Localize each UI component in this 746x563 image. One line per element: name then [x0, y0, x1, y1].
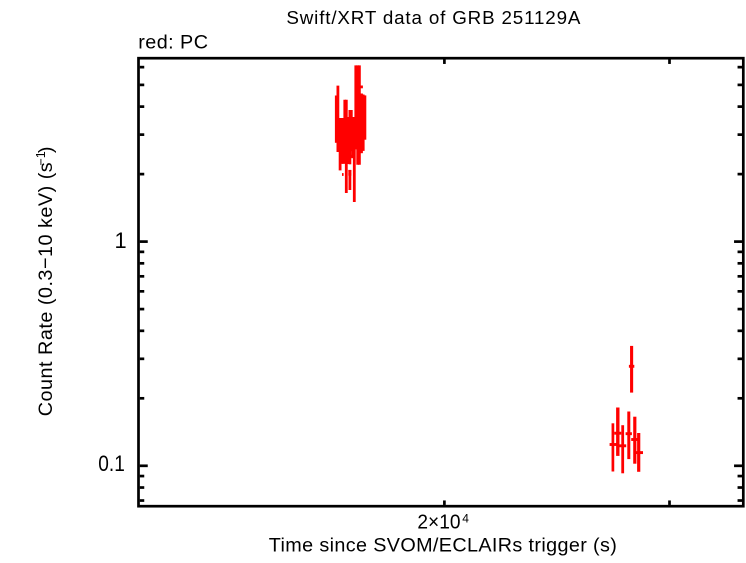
svg-text:Swift/XRT data of GRB 251129A: Swift/XRT data of GRB 251129A — [286, 7, 580, 28]
svg-text:4: 4 — [462, 511, 469, 525]
svg-text:0.1: 0.1 — [98, 451, 125, 476]
svg-text:−1: −1 — [34, 151, 48, 165]
svg-text:2×10: 2×10 — [417, 511, 460, 534]
svg-text:Count Rate (0.3−10 keV) (s: Count Rate (0.3−10 keV) (s — [35, 162, 57, 416]
svg-text:red: PC: red: PC — [138, 31, 208, 53]
svg-text:Time since SVOM/ECLAIRs trigge: Time since SVOM/ECLAIRs trigger (s) — [269, 535, 617, 557]
svg-text:1: 1 — [114, 228, 126, 253]
svg-text:): ) — [35, 147, 57, 154]
